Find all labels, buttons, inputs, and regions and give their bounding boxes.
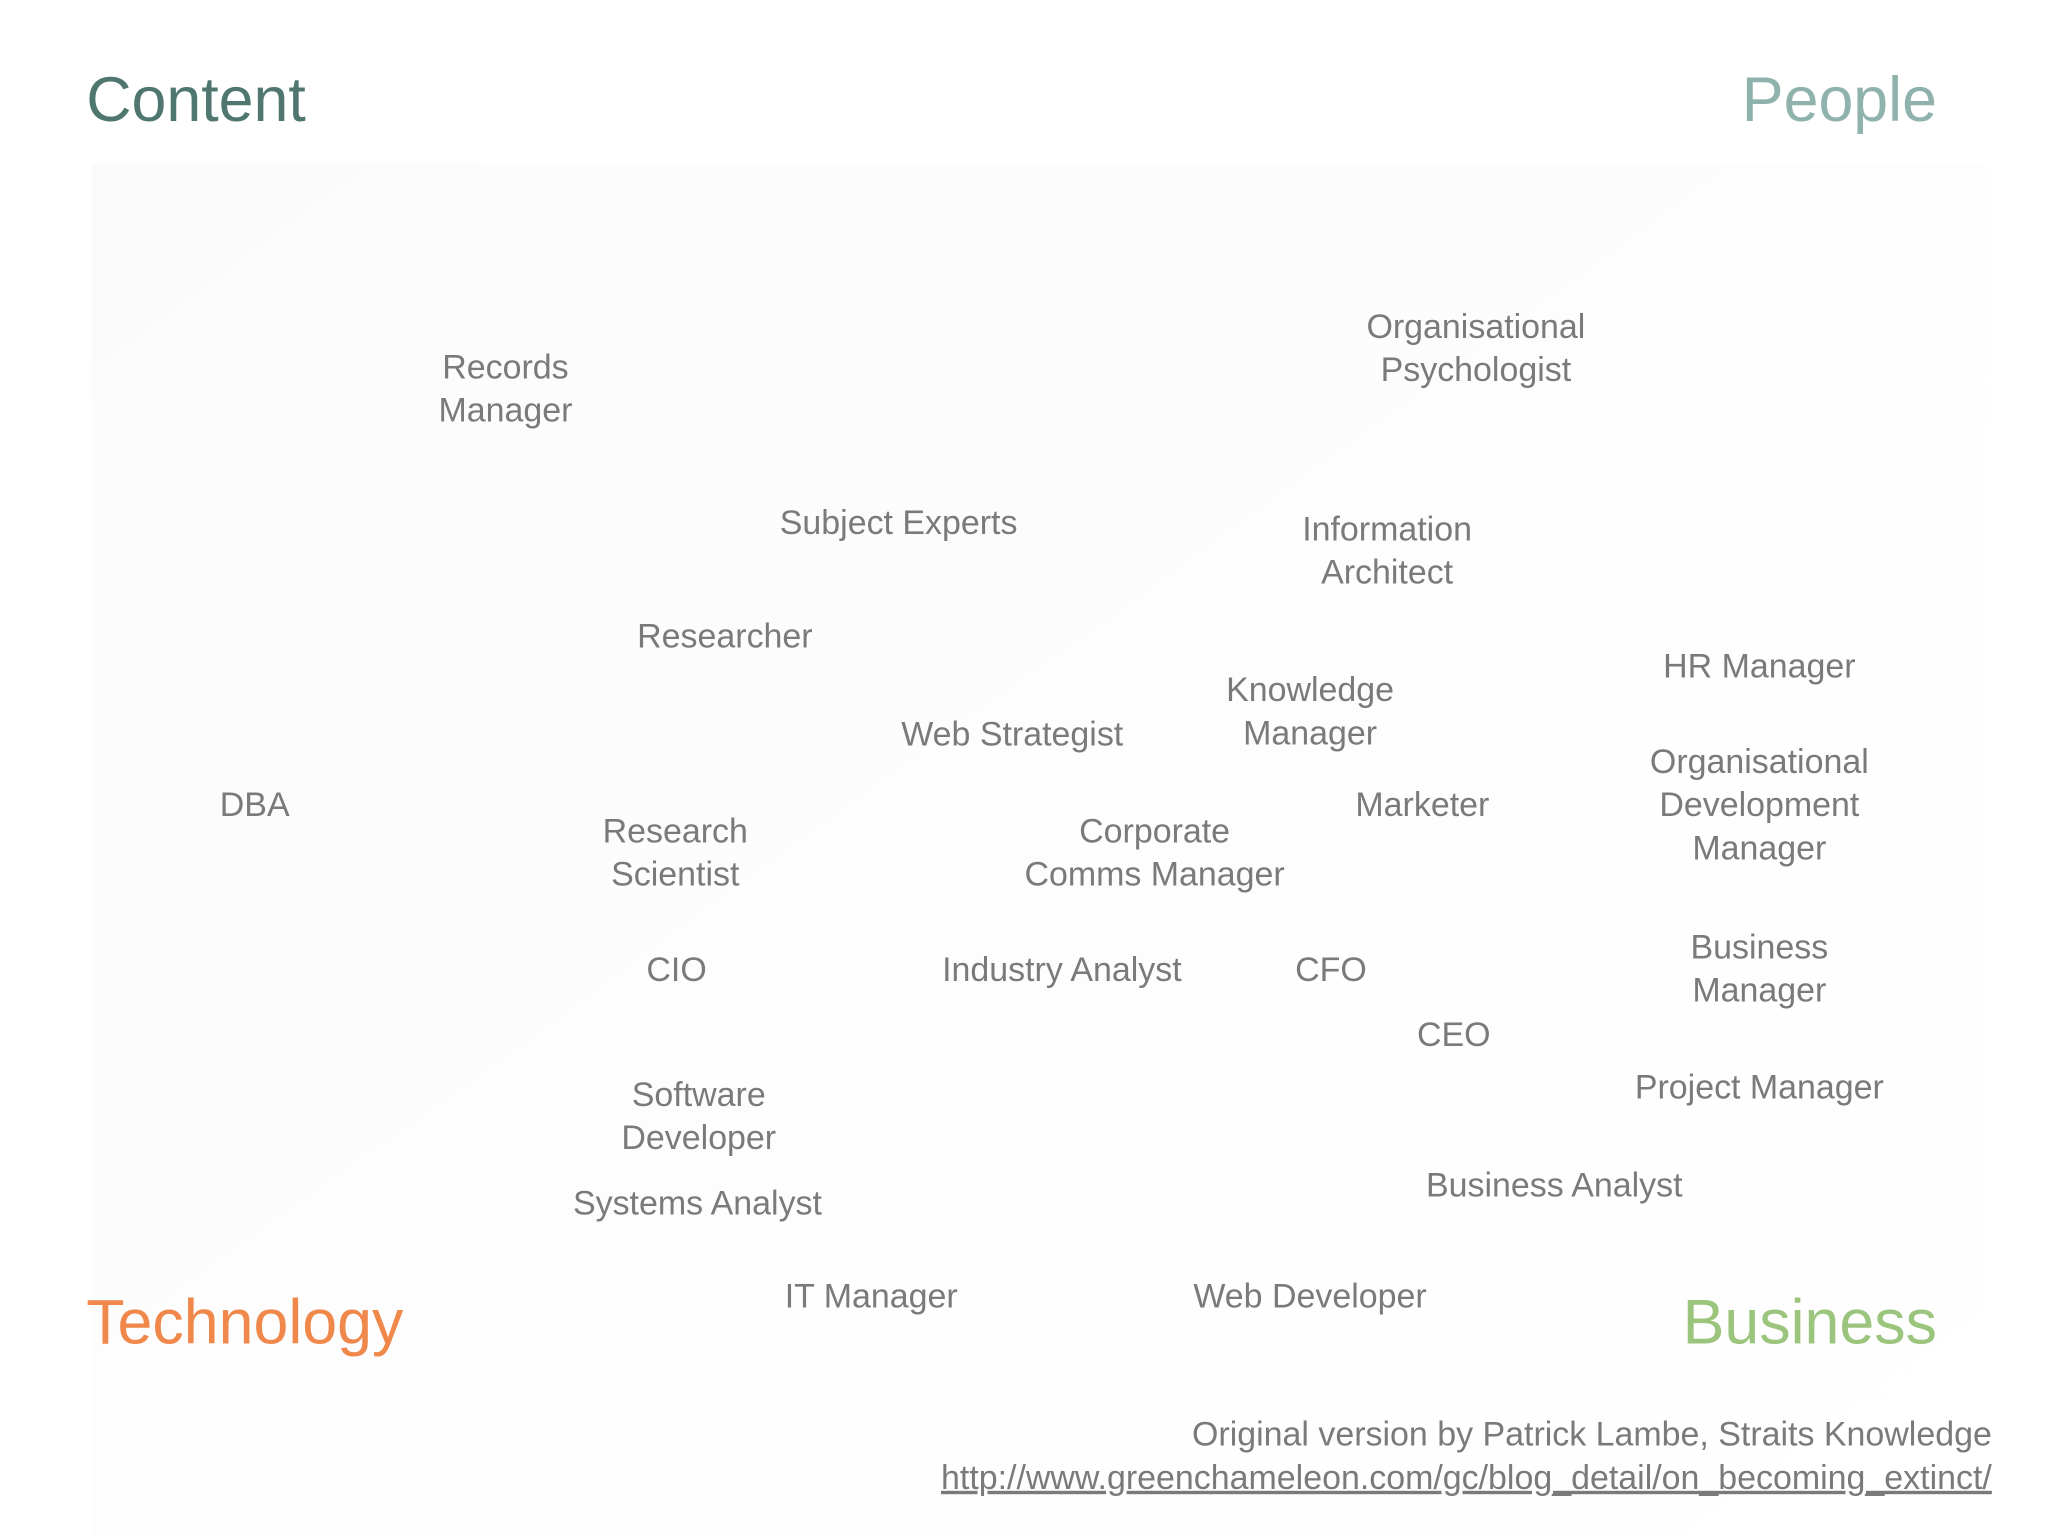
role-line: Records [442,349,568,387]
role-label: Business Analyst [1426,1166,1683,1204]
corner-business: Business [1683,1288,1937,1358]
role-line: Manager [1243,714,1377,752]
role-line: CEO [1417,1016,1491,1054]
role-line: Manager [438,392,572,430]
role-label: Information Architect [1302,511,1472,592]
role-line: Organisational [1650,743,1869,781]
role-line: Organisational [1366,308,1585,346]
role-label: Organisational Development Manager [1650,743,1869,867]
role-line: Web Developer [1193,1277,1426,1315]
role-line: Project Manager [1635,1068,1884,1106]
role-line: Systems Analyst [573,1185,823,1223]
corner-technology: Technology [86,1288,404,1358]
role-line: Web Strategist [901,716,1124,754]
role-label: Research Scientist [603,812,748,893]
role-label: Subject Experts [780,504,1018,542]
role-line: Information [1302,511,1472,549]
role-label: Project Manager [1635,1068,1884,1106]
role-line: Knowledge [1226,671,1394,709]
role-line: CIO [646,951,706,989]
role-line: Software [632,1076,766,1114]
source-link[interactable]: http://www.greenchameleon.com/gc/blog_de… [941,1459,1992,1497]
role-label: Knowledge Manager [1226,671,1394,752]
role-line: HR Manager [1663,648,1855,686]
role-label: DBA [220,786,290,824]
role-label: Software Developer [621,1076,776,1157]
role-line: DBA [220,786,290,824]
role-line: Business [1690,929,1828,967]
role-line: Researcher [637,618,812,656]
role-line: CFO [1295,951,1367,989]
role-label: Industry Analyst [942,951,1182,989]
role-line: Corporate [1079,812,1230,850]
role-line: Manager [1692,972,1826,1010]
role-line: Business Analyst [1426,1166,1683,1204]
role-label: CFO [1295,951,1367,989]
role-label: HR Manager [1663,648,1855,686]
role-line: Comms Manager [1024,855,1284,893]
role-label: Records Manager [438,349,572,430]
role-line: Architect [1321,554,1454,592]
credit: Original version by Patrick Lambe, Strai… [1192,1416,1992,1454]
corner-people: People [1742,65,1937,135]
role-label: IT Manager [785,1277,958,1315]
role-label: Marketer [1355,786,1489,824]
role-label: Organisational Psychologist [1366,308,1585,389]
role-label: Systems Analyst [573,1185,823,1223]
role-line: IT Manager [785,1277,958,1315]
role-line: Marketer [1355,786,1489,824]
role-line: Development [1659,786,1860,824]
role-line: Industry Analyst [942,951,1182,989]
role-label: CEO [1417,1016,1491,1054]
role-label: Web Developer [1193,1277,1426,1315]
corner-content: Content [86,65,306,135]
role-line: Scientist [611,855,740,893]
role-label: Web Strategist [901,716,1124,754]
role-label: Business Manager [1690,929,1828,1010]
role-label: Corporate Comms Manager [1024,812,1284,893]
role-label: Researcher [637,618,812,656]
role-label: CIO [646,951,706,989]
map-area [91,163,1986,1536]
role-line: Manager [1692,829,1826,867]
role-line: Developer [621,1119,776,1157]
role-line: Research [603,812,748,850]
role-line: Subject Experts [780,504,1018,542]
roles: Records Manager Organisational Psychologist… [220,308,1884,1315]
role-line: Psychologist [1381,351,1572,389]
